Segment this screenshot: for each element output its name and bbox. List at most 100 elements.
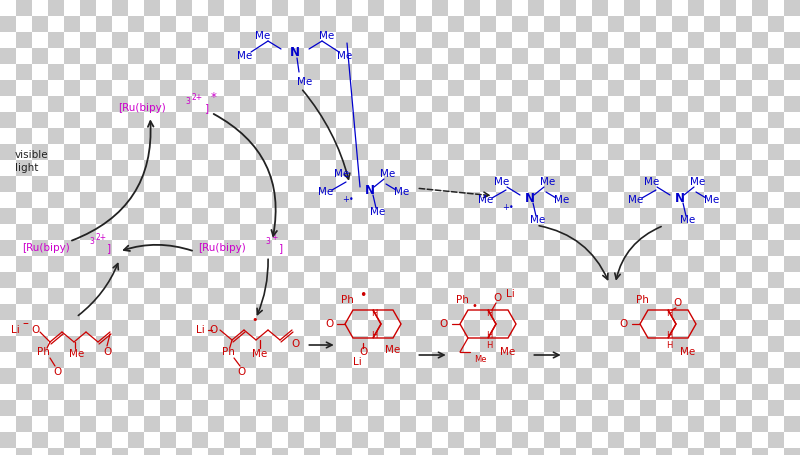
Bar xyxy=(560,336,576,352)
Bar xyxy=(112,448,128,455)
Bar xyxy=(608,64,624,80)
Bar xyxy=(320,288,336,304)
Bar xyxy=(48,192,64,208)
Bar xyxy=(656,64,672,80)
Bar xyxy=(704,0,720,16)
Bar xyxy=(544,368,560,384)
Bar xyxy=(224,304,240,320)
Bar xyxy=(320,80,336,96)
Bar xyxy=(352,112,368,128)
Bar xyxy=(176,352,192,368)
Bar xyxy=(336,192,352,208)
Bar xyxy=(192,176,208,192)
Bar xyxy=(256,16,272,32)
Bar xyxy=(160,112,176,128)
Bar xyxy=(16,272,32,288)
Bar xyxy=(320,400,336,416)
Bar xyxy=(608,352,624,368)
Text: H: H xyxy=(486,342,492,350)
Bar xyxy=(64,416,80,432)
Bar xyxy=(64,336,80,352)
Bar xyxy=(384,368,400,384)
Bar xyxy=(384,192,400,208)
Bar xyxy=(704,16,720,32)
Bar xyxy=(192,416,208,432)
Bar xyxy=(720,368,736,384)
Bar xyxy=(640,144,656,160)
Bar xyxy=(320,128,336,144)
Bar xyxy=(192,336,208,352)
Text: Me: Me xyxy=(252,349,268,359)
Bar xyxy=(32,16,48,32)
Bar xyxy=(592,432,608,448)
Text: [Ru(bipy): [Ru(bipy) xyxy=(22,243,70,253)
Bar xyxy=(528,176,544,192)
Bar xyxy=(160,144,176,160)
Bar xyxy=(480,272,496,288)
Bar xyxy=(752,208,768,224)
Bar xyxy=(336,128,352,144)
Bar xyxy=(320,304,336,320)
Bar xyxy=(32,192,48,208)
Bar xyxy=(272,416,288,432)
Bar xyxy=(544,384,560,400)
Bar xyxy=(640,432,656,448)
Bar xyxy=(304,208,320,224)
Bar xyxy=(192,112,208,128)
Bar xyxy=(544,320,560,336)
Bar xyxy=(128,192,144,208)
Bar xyxy=(624,320,640,336)
Bar xyxy=(704,272,720,288)
Bar xyxy=(128,240,144,256)
Bar xyxy=(768,80,784,96)
Bar xyxy=(176,368,192,384)
Bar xyxy=(464,288,480,304)
Bar xyxy=(304,144,320,160)
Text: Me: Me xyxy=(680,347,696,357)
Bar xyxy=(352,416,368,432)
Bar xyxy=(784,48,800,64)
Bar xyxy=(656,400,672,416)
Bar xyxy=(688,16,704,32)
Bar xyxy=(368,384,384,400)
Bar xyxy=(768,384,784,400)
Bar xyxy=(496,288,512,304)
Bar xyxy=(144,336,160,352)
Bar xyxy=(704,304,720,320)
Bar xyxy=(288,304,304,320)
Bar xyxy=(144,128,160,144)
Text: O: O xyxy=(359,347,367,357)
Bar xyxy=(112,368,128,384)
Bar xyxy=(464,432,480,448)
Bar xyxy=(384,112,400,128)
Bar xyxy=(272,16,288,32)
Bar xyxy=(144,208,160,224)
Bar xyxy=(432,80,448,96)
Bar xyxy=(688,240,704,256)
Bar xyxy=(32,96,48,112)
Bar xyxy=(464,112,480,128)
Bar xyxy=(672,208,688,224)
Bar xyxy=(752,144,768,160)
Bar xyxy=(128,112,144,128)
Bar xyxy=(752,448,768,455)
Bar xyxy=(464,176,480,192)
Bar xyxy=(704,80,720,96)
Bar xyxy=(368,240,384,256)
Bar xyxy=(320,48,336,64)
Bar xyxy=(624,352,640,368)
Bar xyxy=(656,256,672,272)
Bar xyxy=(704,384,720,400)
Bar xyxy=(512,432,528,448)
Bar xyxy=(96,96,112,112)
Bar xyxy=(608,160,624,176)
Bar xyxy=(720,432,736,448)
Bar xyxy=(640,240,656,256)
Bar xyxy=(352,16,368,32)
Bar xyxy=(704,48,720,64)
Bar xyxy=(592,64,608,80)
Bar xyxy=(640,64,656,80)
Bar xyxy=(688,128,704,144)
Bar xyxy=(432,320,448,336)
Bar xyxy=(672,192,688,208)
